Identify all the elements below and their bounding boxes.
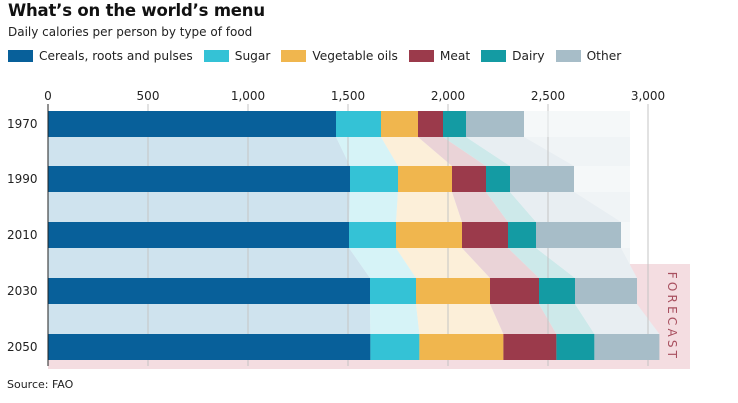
bar-segment — [503, 334, 557, 360]
bar-segment — [466, 111, 524, 137]
x-tick-label: 2,500 — [531, 89, 565, 103]
legend-label: Dairy — [512, 49, 545, 63]
band-6 — [466, 137, 574, 166]
category-label: 2010 — [7, 228, 38, 242]
category-label: 2050 — [7, 340, 38, 354]
bar-segment — [490, 278, 539, 304]
legend-label: Vegetable oils — [312, 49, 398, 63]
legend-swatch — [203, 50, 229, 62]
band-4 — [418, 137, 486, 166]
band-5 — [539, 304, 595, 334]
band-6 — [536, 248, 637, 278]
bar-segment — [462, 222, 508, 248]
legend-item-6: Other — [555, 49, 622, 63]
band-1 — [48, 304, 371, 334]
bar-segment — [48, 334, 371, 360]
bar-segment — [48, 278, 370, 304]
bar-segment — [556, 334, 595, 360]
band-6 — [575, 304, 660, 334]
band-3 — [396, 192, 462, 222]
bar-segment — [370, 334, 420, 360]
bars — [48, 111, 660, 360]
band-2 — [370, 304, 420, 334]
x-tick-label: 500 — [137, 89, 160, 103]
legend-item-3: Vegetable oils — [281, 49, 398, 63]
bar-segment — [398, 166, 452, 192]
band-1 — [48, 192, 350, 222]
x-tick-label: 2,000 — [431, 89, 465, 103]
bar-segment — [48, 222, 349, 248]
band-1 — [48, 137, 350, 166]
bar-segment — [486, 166, 510, 192]
connector-bands — [48, 137, 660, 334]
category-label: 1970 — [7, 117, 38, 131]
bar-segment — [452, 166, 486, 192]
chart-subtitle: Daily calories per person by type of foo… — [8, 25, 253, 39]
bar-segment — [349, 222, 396, 248]
legend-label: Sugar — [234, 49, 271, 63]
bar-segment — [510, 166, 574, 192]
band-2 — [349, 192, 398, 222]
bar-segment — [594, 334, 660, 360]
legend-label: Other — [586, 49, 622, 63]
y-axis: 1970 1990 2010 2030 2050 — [7, 117, 38, 354]
x-tick-label: 3,000 — [631, 89, 665, 103]
x-tick-label: 1,500 — [331, 89, 365, 103]
band-5 — [443, 137, 510, 166]
band-1 — [48, 248, 370, 278]
category-label: 2030 — [7, 284, 38, 298]
band-5 — [508, 248, 575, 278]
bar-segment — [539, 278, 575, 304]
legend-item-1: Cereals, roots and pulses — [8, 49, 193, 63]
band-6 — [510, 192, 621, 222]
bar-segment — [350, 166, 398, 192]
legend-item-4: Meat — [408, 49, 471, 63]
legend-label: Cereals, roots and pulses — [39, 49, 193, 63]
band-4 — [452, 192, 508, 222]
bar-segment — [48, 166, 350, 192]
legend-item-5: Dairy — [481, 49, 545, 63]
category-label: 1990 — [7, 172, 38, 186]
bar-segment — [418, 111, 443, 137]
chart-title: What’s on the world’s menu — [8, 1, 265, 20]
bar-segment — [396, 222, 462, 248]
bar-segment — [419, 334, 504, 360]
x-tick-label: 0 — [44, 89, 52, 103]
forecast-label: FORECAST — [665, 272, 679, 361]
band-3 — [381, 137, 452, 166]
x-tick-label: 1,000 — [231, 89, 265, 103]
legend: Cereals, roots and pulses Sugar Vegetable … — [8, 49, 632, 63]
band-2 — [349, 248, 416, 278]
band-4 — [490, 304, 557, 334]
legend-swatch — [481, 50, 507, 62]
bar-segment — [48, 111, 336, 137]
legend-swatch — [281, 50, 307, 62]
band-2 — [336, 137, 398, 166]
band-4 — [462, 248, 539, 278]
band-3 — [396, 248, 490, 278]
bar-segment — [536, 222, 621, 248]
legend-swatch — [8, 50, 33, 62]
bar-segment — [336, 111, 381, 137]
bar-segment — [575, 278, 637, 304]
band-3 — [416, 304, 504, 334]
source-note: Source: FAO — [7, 378, 74, 391]
bar-segment — [508, 222, 536, 248]
band-5 — [486, 192, 536, 222]
bar-segment — [443, 111, 466, 137]
bar-segment — [416, 278, 490, 304]
legend-swatch — [555, 50, 581, 62]
x-axis: 0 500 1,000 1,500 2,000 2,500 3,000 — [44, 89, 665, 366]
legend-label: Meat — [439, 49, 471, 63]
legend-item-2: Sugar — [203, 49, 271, 63]
legend-swatch — [408, 50, 434, 62]
bar-segment — [381, 111, 418, 137]
bar-segment — [370, 278, 416, 304]
